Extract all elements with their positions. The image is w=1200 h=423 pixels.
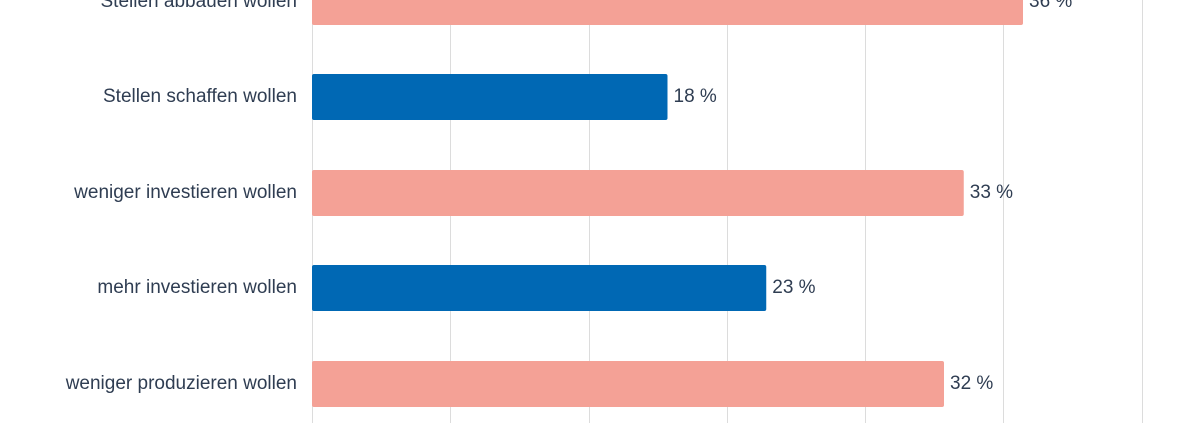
value-label-3: 23 %: [772, 277, 815, 298]
category-label-0: Stellen abbauen wollen: [101, 0, 298, 12]
bar-4: [312, 361, 944, 407]
bars: [312, 0, 1023, 407]
category-label-2: weniger investieren wollen: [73, 182, 297, 203]
value-label-2: 33 %: [970, 182, 1013, 203]
category-label-1: Stellen schaffen wollen: [103, 86, 297, 107]
value-label-1: 18 %: [674, 86, 717, 107]
category-label-4: weniger produzieren wollen: [65, 373, 297, 394]
bar-0: [312, 0, 1023, 25]
bar-1: [312, 74, 668, 120]
labels: Stellen abbauen wollen 36 % Stellen schaff…: [65, 0, 1073, 394]
value-label-4: 32 %: [950, 373, 993, 394]
value-label-0: 36 %: [1029, 0, 1072, 12]
bar-3: [312, 265, 767, 311]
category-label-3: mehr investieren wollen: [97, 277, 297, 298]
bar-2: [312, 170, 964, 216]
